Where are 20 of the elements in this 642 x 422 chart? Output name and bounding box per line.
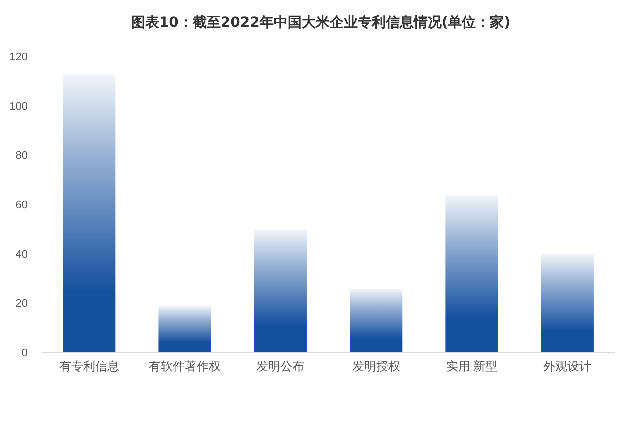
x-tick-label: 有软件著作权	[149, 360, 222, 374]
y-tick-label: 60	[16, 200, 28, 212]
x-tick-label: 实用 新型	[446, 360, 498, 374]
bar	[63, 74, 116, 353]
x-tick-label: 发明公布	[256, 360, 305, 374]
y-tick-label: 20	[16, 298, 28, 310]
bar	[254, 230, 307, 353]
x-tick-label: 外观设计	[544, 360, 592, 374]
chart-title: 图表10：截至2022年中国大米企业专利信息情况(单位：家)	[131, 14, 511, 31]
y-tick-label: 0	[22, 348, 28, 360]
x-tick-label: 有专利信息	[59, 360, 120, 374]
y-tick-label: 120	[10, 52, 28, 64]
x-tick-label: 发明授权	[352, 360, 400, 374]
bar	[158, 306, 212, 353]
y-tick-label: 40	[16, 248, 28, 261]
y-tick-label: 100	[10, 100, 28, 113]
bar	[541, 254, 594, 353]
bar	[446, 195, 498, 353]
y-tick-label: 80	[16, 150, 28, 162]
bar	[350, 288, 403, 353]
